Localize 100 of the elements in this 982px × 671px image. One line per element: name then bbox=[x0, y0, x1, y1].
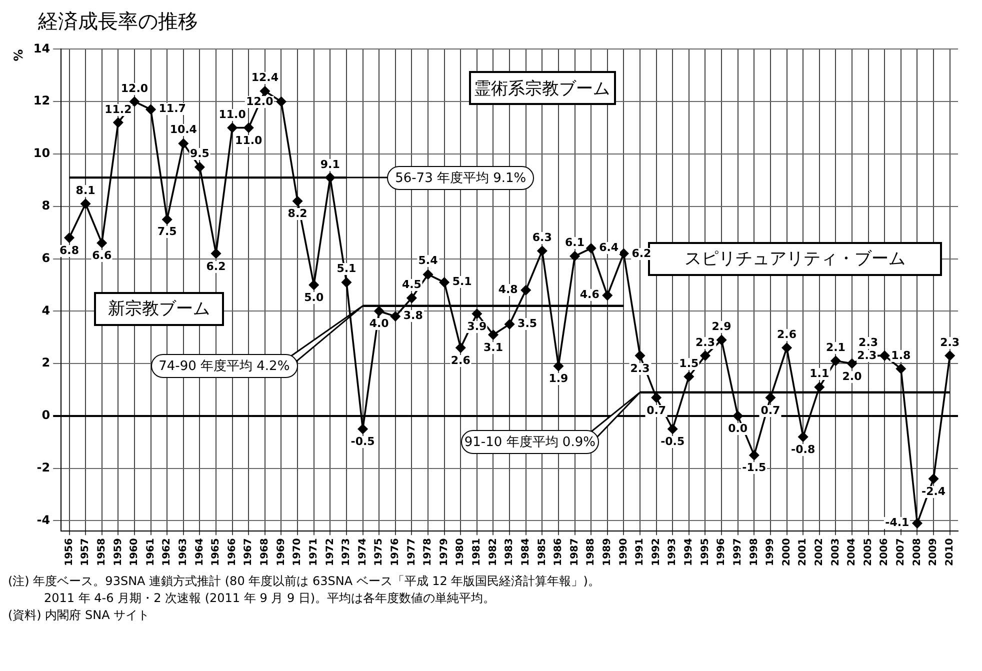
x-tick-label: 1979 bbox=[438, 538, 450, 566]
data-label: 1.1 bbox=[808, 367, 830, 380]
x-tick-label: 1965 bbox=[210, 538, 222, 566]
y-tick-label: 10 bbox=[33, 146, 50, 160]
data-label: 1.8 bbox=[890, 348, 912, 362]
data-label: 4.5 bbox=[400, 278, 422, 292]
y-tick-label: 8 bbox=[42, 198, 50, 212]
x-tick-label: 1961 bbox=[145, 538, 156, 566]
y-axis-title: % bbox=[11, 49, 26, 62]
text: (資料) 内閣府 SNA サイト bbox=[8, 607, 151, 624]
y-tick-label: 12 bbox=[33, 94, 50, 108]
data-label: 0.7 bbox=[646, 404, 668, 417]
x-tick-label: 1996 bbox=[716, 538, 728, 566]
data-label: 2.3 bbox=[694, 336, 716, 349]
data-label: 9.5 bbox=[188, 147, 210, 160]
x-tick-label: 2007 bbox=[896, 538, 907, 566]
data-label: -2.4 bbox=[920, 484, 947, 498]
y-tick-label: -4 bbox=[36, 512, 50, 527]
x-tick-label: 1988 bbox=[586, 538, 597, 566]
x-tick-label: 1987 bbox=[569, 538, 580, 566]
data-label: 2.9 bbox=[710, 320, 732, 333]
x-tick-label: 1995 bbox=[700, 538, 711, 566]
x-tick-label: 2001 bbox=[798, 538, 809, 566]
annotation: 新宗教ブーム bbox=[108, 298, 210, 320]
data-label: 2.3 bbox=[856, 348, 878, 362]
data-label: 5.0 bbox=[303, 290, 325, 304]
data-label: 12.0 bbox=[120, 82, 150, 95]
y-tick-label: 4 bbox=[42, 303, 50, 318]
data-label: 8.1 bbox=[74, 184, 96, 197]
data-label: 12.4 bbox=[250, 71, 280, 84]
data-label: 2.3 bbox=[629, 362, 651, 375]
data-label: 6.2 bbox=[205, 260, 227, 272]
annotation: スピリチュアリティ・ブーム bbox=[684, 248, 906, 270]
x-tick-label: 1956 bbox=[64, 538, 75, 566]
x-tick-label: 1962 bbox=[162, 538, 173, 566]
x-tick-label: 1959 bbox=[112, 538, 124, 566]
x-tick-label: 2000 bbox=[781, 538, 792, 566]
chart-title: 経済成長率の推移 bbox=[38, 8, 199, 35]
data-label: 11.7 bbox=[158, 102, 187, 116]
annotation: 74-90 年度平均 4.2% bbox=[150, 354, 298, 378]
text: 2011 年 4-6 月期・2 次速報 (2011 年 9 月 9 日)。平均は各年度数値の単純平均。 bbox=[43, 590, 496, 607]
x-tick-label: 1998 bbox=[748, 538, 760, 566]
x-tick-label: 1964 bbox=[194, 538, 206, 566]
x-tick-label: 1976 bbox=[390, 538, 401, 566]
data-label: 8.2 bbox=[286, 207, 308, 220]
data-label: 12.0 bbox=[245, 94, 274, 108]
data-label: 5.4 bbox=[417, 254, 439, 268]
y-tick-label: 2 bbox=[42, 356, 50, 370]
x-tick-label: 1983 bbox=[504, 538, 516, 566]
data-label: 2.6 bbox=[450, 354, 472, 367]
data-label: 0.0 bbox=[727, 422, 749, 435]
data-label: -0.5 bbox=[660, 435, 686, 448]
x-tick-label: 1960 bbox=[129, 538, 140, 566]
data-label: -0.8 bbox=[790, 442, 816, 456]
x-tick-label: 1974 bbox=[357, 538, 368, 566]
x-tick-label: 1972 bbox=[324, 538, 336, 566]
data-label: 2.0 bbox=[841, 370, 863, 383]
x-tick-label: 2005 bbox=[862, 538, 874, 566]
x-tick-label: 1993 bbox=[667, 538, 678, 566]
x-tick-label: 1963 bbox=[178, 538, 189, 566]
data-label: 2.6 bbox=[776, 328, 798, 341]
x-tick-label: 1984 bbox=[520, 538, 532, 566]
x-tick-label: 1994 bbox=[684, 538, 695, 566]
data-label: 11.0 bbox=[234, 134, 264, 147]
x-tick-label: 2006 bbox=[879, 538, 890, 566]
x-tick-label: 1973 bbox=[341, 538, 352, 566]
data-label: 0.7 bbox=[760, 404, 782, 417]
x-tick-label: 2004 bbox=[846, 538, 858, 566]
x-tick-label: 1986 bbox=[553, 538, 564, 566]
data-label: 3.8 bbox=[402, 309, 424, 322]
data-label: -0.5 bbox=[350, 435, 376, 448]
x-tick-label: 1978 bbox=[422, 538, 434, 566]
data-label: 3.1 bbox=[482, 340, 504, 354]
x-tick-label: 1982 bbox=[488, 538, 499, 566]
data-label: 6.6 bbox=[91, 249, 113, 262]
data-label: 6.8 bbox=[58, 244, 80, 257]
x-tick-label: 2010 bbox=[944, 538, 956, 566]
x-tick-label: 1992 bbox=[650, 538, 662, 566]
data-label: 1.5 bbox=[678, 356, 700, 370]
data-label: 6.4 bbox=[598, 241, 620, 254]
y-tick-label: 0 bbox=[42, 408, 50, 422]
x-tick-label: 1967 bbox=[243, 538, 254, 566]
annotation: 91-10 年度平均 0.9% bbox=[460, 430, 600, 454]
data-label: 3.9 bbox=[466, 320, 488, 333]
x-tick-label: 2008 bbox=[912, 538, 923, 566]
data-label: -4.1 bbox=[884, 516, 910, 530]
data-label: 7.5 bbox=[156, 225, 178, 238]
x-tick-label: 1975 bbox=[374, 538, 385, 566]
data-label: 4.0 bbox=[368, 317, 390, 330]
x-tick-label: 1991 bbox=[634, 538, 646, 566]
x-tick-label: 1958 bbox=[96, 538, 108, 566]
x-tick-label: 2003 bbox=[830, 538, 842, 566]
x-tick-label: 2002 bbox=[814, 538, 825, 566]
x-tick-label: 1966 bbox=[226, 538, 238, 566]
data-label: 1.9 bbox=[548, 372, 570, 386]
data-label: 10.4 bbox=[168, 123, 198, 136]
y-tick-label: -2 bbox=[36, 460, 50, 474]
data-label: 6.3 bbox=[531, 230, 553, 244]
data-label: 4.8 bbox=[497, 283, 519, 296]
data-label: 5.1 bbox=[451, 275, 473, 288]
